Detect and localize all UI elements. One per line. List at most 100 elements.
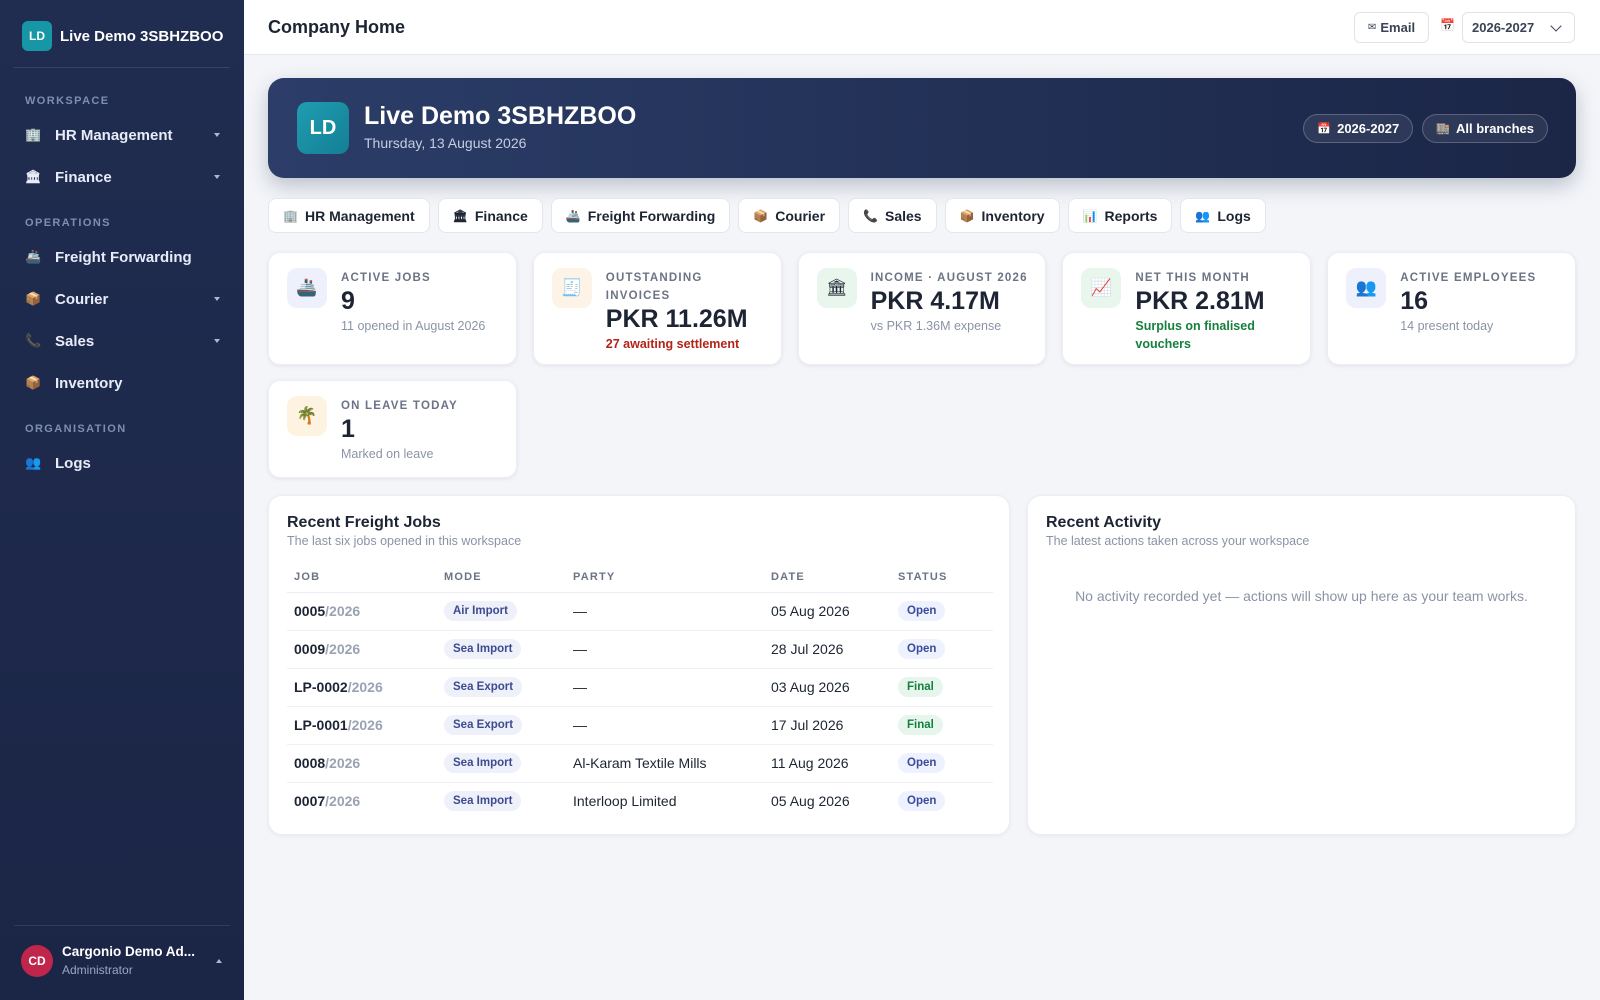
nav-icon: 🏛 <box>25 169 42 184</box>
job-row[interactable]: 0005/2026 Air Import —05 Aug 2026 Open <box>287 592 993 631</box>
nav-icon: 🚢 <box>25 249 42 264</box>
stat-icon: 📈 <box>1081 268 1122 308</box>
nav-item[interactable]: 🚢 Freight Forwarding <box>14 236 230 278</box>
divider <box>14 67 230 68</box>
email-icon: ✉ <box>1368 22 1377 33</box>
job-cell: 0007/2026 <box>287 782 437 820</box>
pill[interactable]: 📅 2026-2027 <box>1303 114 1414 143</box>
email-button[interactable]: ✉ Email <box>1354 12 1430 43</box>
status-cell: Open <box>891 744 993 783</box>
panel-subtitle: The latest actions taken across your wor… <box>1046 534 1310 548</box>
link-icon: 📞 <box>863 208 878 223</box>
stat-note: Marked on leave <box>341 447 434 461</box>
stat-card: 👥 ACTIVE EMPLOYEES 16 14 present today <box>1327 252 1576 365</box>
job-number: 0009 <box>294 641 326 657</box>
brand-name: Live Demo 3SBHZBOO <box>60 27 224 45</box>
quick-link[interactable]: 📊 Reports <box>1067 198 1173 233</box>
user[interactable]: CD Cargonio Demo Ad... Administrator <box>21 944 195 977</box>
nav-item[interactable]: 📞 Sales <box>14 320 230 362</box>
status-badge: Open <box>898 601 946 621</box>
panel-title: Recent Activity <box>1046 514 1161 531</box>
year-select[interactable]: 2026-2027 <box>1462 12 1576 43</box>
stat-note: 14 present today <box>1400 319 1494 333</box>
status-badge: Open <box>898 753 946 773</box>
stat-value: 16 <box>1400 287 1428 315</box>
quick-link[interactable]: 👥 Logs <box>1180 198 1266 233</box>
divider <box>14 925 230 926</box>
job-row[interactable]: 0007/2026 Sea Import Interloop Limited 05 A… <box>287 782 993 820</box>
quick-link[interactable]: 🚢 Freight Forwarding <box>550 198 731 233</box>
pill-icon: 📅 <box>1317 123 1332 135</box>
header-row: JOB MODE PARTY DATE STATUS <box>287 562 993 593</box>
caret <box>214 133 220 137</box>
job-row[interactable]: 0008/2026 Sea Import Al-Karam Textile Mill… <box>287 744 993 783</box>
job-number: LP-0001 <box>294 717 348 733</box>
job-row[interactable]: LP-0001/2026 Sea Export —17 Jul 2026 Final <box>287 706 993 745</box>
job-row[interactable]: LP-0002/2026 Sea Export —03 Aug 2026 Final <box>287 668 993 707</box>
nav-icon: 📞 <box>25 333 42 348</box>
quick-link[interactable]: 🏛 Finance <box>437 198 543 233</box>
nav-item[interactable]: 🏛 Finance <box>14 156 230 198</box>
nav-icon: 👥 <box>25 455 42 470</box>
date-cell: 17 Jul 2026 <box>764 706 891 745</box>
link-label: Finance <box>474 207 528 224</box>
job-year: /2026 <box>325 603 361 619</box>
chevron <box>1550 19 1562 32</box>
stat-label: ACTIVE JOBS <box>341 272 431 284</box>
job-number: 0007 <box>294 793 326 810</box>
nav-label: Freight Forwarding <box>55 248 192 266</box>
nav-icon: 📦 <box>25 291 42 306</box>
link-icon: 📊 <box>1082 208 1098 223</box>
nav-item[interactable]: 👥 Logs <box>14 442 230 484</box>
stat-value: PKR 11.26M <box>605 305 748 333</box>
stat-value: PKR 2.81M <box>1135 287 1265 315</box>
stat-value: PKR 4.17M <box>870 287 1000 315</box>
hero-title: Live Demo 3SBHZBOO <box>364 102 637 130</box>
year-value: 2026-2027 <box>1472 20 1535 35</box>
quick-link[interactable]: 📦 Courier <box>738 198 841 233</box>
party-cell: Al-Karam Textile Mills <box>566 744 764 783</box>
column-header: JOB <box>287 562 437 593</box>
party-cell: — <box>566 630 764 669</box>
quick-link[interactable]: 🏢 HR Management <box>268 198 430 233</box>
nav-label: Sales <box>55 332 95 350</box>
stat-label: ACTIVE EMPLOYEES <box>1400 272 1537 284</box>
nav-icon: 📦 <box>25 375 42 390</box>
empty-state: No activity recorded yet — actions will … <box>1075 588 1528 604</box>
status-cell: Final <box>891 668 993 707</box>
quick-link[interactable]: 📦 Inventory <box>944 198 1060 233</box>
mode-cell: Air Import <box>437 592 566 631</box>
quick-link[interactable]: 📞 Sales <box>848 198 937 233</box>
link-icon: 📦 <box>753 208 769 223</box>
date-cell: 11 Aug 2026 <box>764 744 891 783</box>
email-label: Email <box>1380 20 1416 35</box>
job-number: 0005 <box>294 603 326 619</box>
panel-title: Recent Freight Jobs <box>287 514 441 531</box>
status-badge: Open <box>898 639 946 659</box>
mode-badge: Air Import <box>444 601 517 621</box>
pill[interactable]: 🏬 All branches <box>1422 114 1548 143</box>
nav-item[interactable]: 📦 Inventory <box>14 362 230 404</box>
mode-badge: Sea Export <box>444 677 523 697</box>
stat-note: 27 awaiting settlement <box>605 337 740 351</box>
party-cell: — <box>566 668 764 707</box>
link-icon: 🚢 <box>565 208 581 223</box>
status-cell: Open <box>891 782 993 820</box>
job-cell: LP-0001/2026 <box>287 706 437 745</box>
job-cell: 0008/2026 <box>287 744 437 783</box>
job-cell: 0009/2026 <box>287 630 437 669</box>
column-header: PARTY <box>566 562 764 593</box>
column-header: STATUS <box>891 562 993 593</box>
hero-banner: LD Live Demo 3SBHZBOO Thursday, 13 August … <box>268 78 1576 178</box>
mode-cell: Sea Export <box>437 706 566 745</box>
date-cell: 05 Aug 2026 <box>764 592 891 631</box>
stat-label: ON LEAVE TODAY <box>341 400 458 412</box>
stat-label: NET THIS MONTH <box>1135 272 1250 284</box>
job-row[interactable]: 0009/2026 Sea Import —28 Jul 2026 Open <box>287 630 993 669</box>
page-title: Company Home <box>268 17 406 37</box>
nav-item[interactable]: 📦 Courier <box>14 278 230 320</box>
job-number: LP-0002 <box>294 679 348 695</box>
nav-item[interactable]: 🏢 HR Management <box>14 114 230 156</box>
hero-date: Thursday, 13 August 2026 <box>364 135 527 151</box>
